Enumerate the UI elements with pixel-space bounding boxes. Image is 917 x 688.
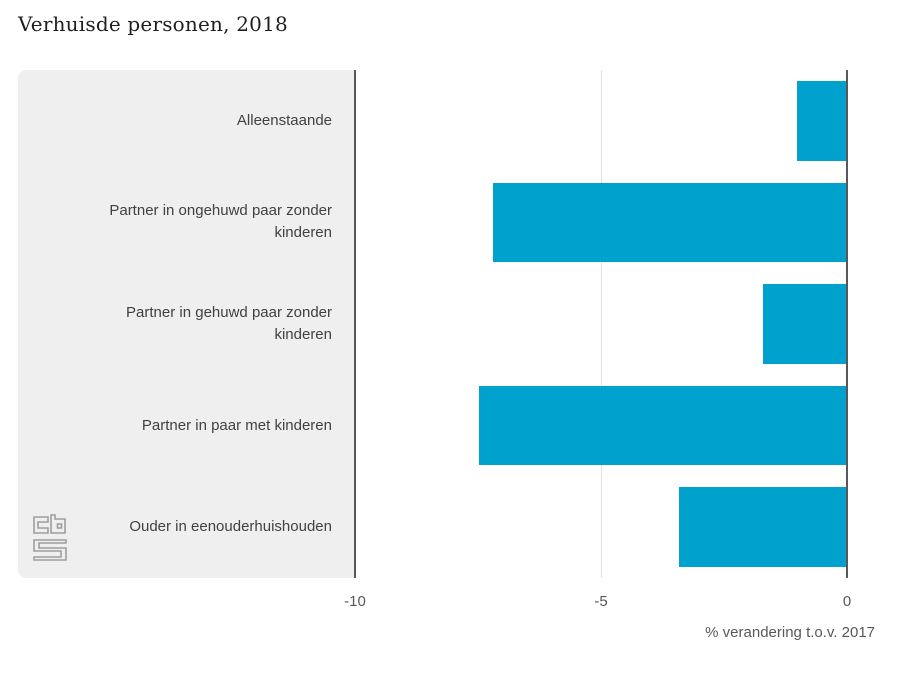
- bar: [493, 182, 846, 263]
- category-label: Partner in gehuwd paar zonder kinderen: [126, 303, 332, 343]
- x-axis-title: % verandering t.o.v. 2017: [705, 624, 875, 641]
- x-tick-label: -5: [594, 593, 608, 610]
- cbs-logo: [33, 514, 67, 561]
- bar: [679, 487, 846, 567]
- category-label: Ouder in eenouderhuishouden: [129, 518, 332, 536]
- category-labels-panel: Alleenstaande Partner in ongehuwd paar zo…: [18, 70, 354, 578]
- bar-chart: Alleenstaande Partner in ongehuwd paar zo…: [18, 70, 848, 578]
- bar: [797, 81, 846, 161]
- gridline: [600, 70, 602, 578]
- cbs-logo-b: [50, 514, 66, 534]
- cbs-logo-b-counter: [56, 523, 63, 529]
- category-label: Alleenstaande: [236, 111, 332, 129]
- x-tick-label: -10: [344, 593, 366, 610]
- zero-axis-line: [846, 70, 848, 578]
- category-label: Partner in paar met kinderen: [141, 416, 332, 434]
- bar: [762, 284, 846, 364]
- x-tick-label: 0: [842, 593, 852, 610]
- cbs-logo-c: [33, 516, 49, 534]
- plot-area: [356, 70, 846, 578]
- cbs-logo-s: [33, 539, 67, 561]
- bar: [478, 385, 846, 466]
- x-axis-ticks: -10 -5 0: [344, 593, 851, 613]
- chart-title: Verhuisde personen, 2018: [18, 12, 288, 36]
- axis-start-line: [354, 70, 356, 578]
- category-label: Partner in ongehuwd paar zonder kinderen: [109, 202, 332, 242]
